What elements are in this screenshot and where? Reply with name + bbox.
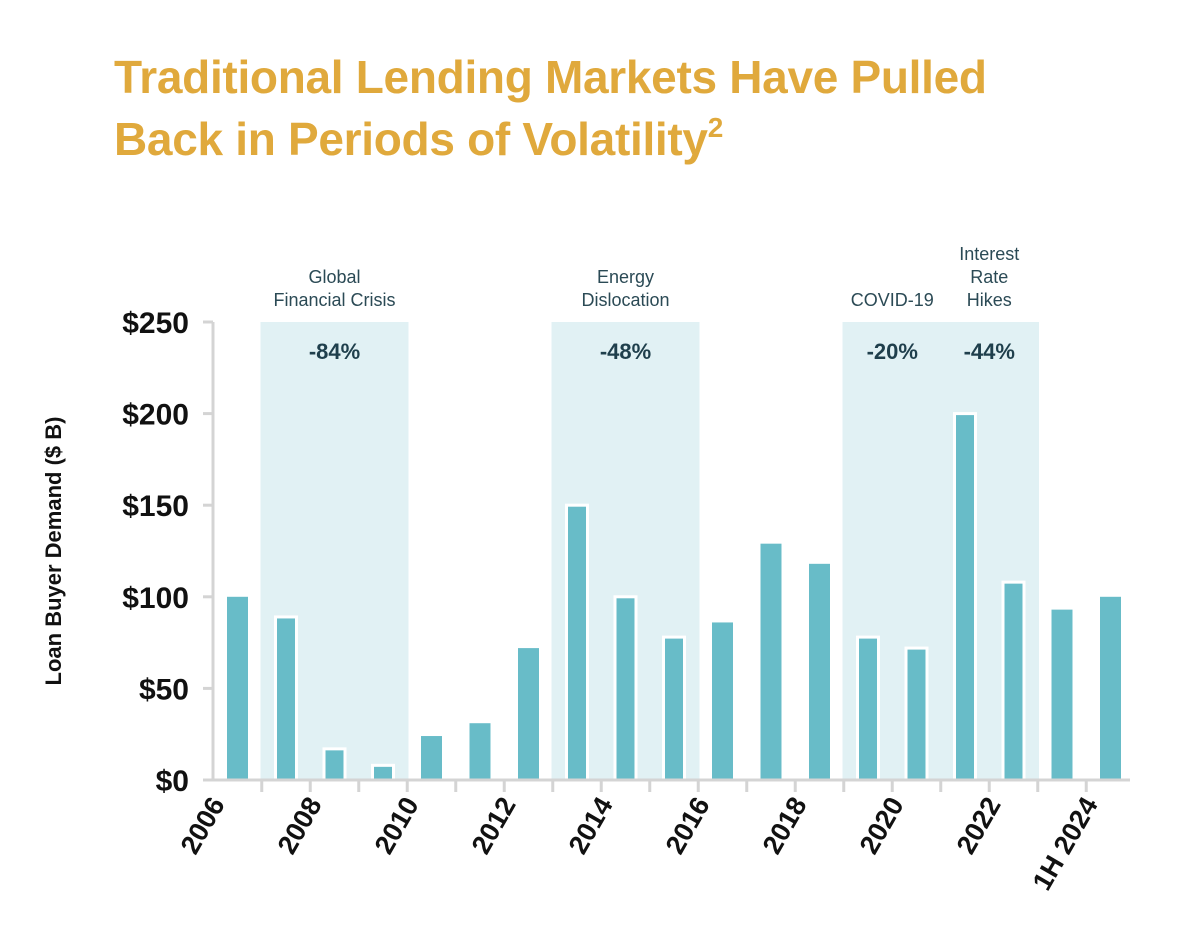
bar-2008 bbox=[322, 747, 347, 782]
x-tick-label: 2022 bbox=[951, 792, 1007, 859]
x-tick-label: 2010 bbox=[369, 792, 425, 859]
bar-2018 bbox=[809, 563, 830, 780]
x-ticks: 2006 2008 2010 2012 2014 2016 2018 2020 2022 1H 2… bbox=[175, 780, 1104, 895]
event-label: Hikes bbox=[967, 290, 1012, 310]
x-tick-label: 1H 2024 bbox=[1027, 792, 1104, 895]
event-change: -44% bbox=[964, 339, 1015, 364]
bar-1h-2024 bbox=[1100, 596, 1121, 780]
axes bbox=[211, 322, 1130, 782]
bar-2014 bbox=[613, 595, 638, 782]
x-tick-label: 2012 bbox=[466, 792, 522, 859]
title-footnote: 2 bbox=[707, 112, 724, 143]
bar-2010 bbox=[421, 736, 442, 780]
event-label: COVID-19 bbox=[851, 290, 934, 310]
bar-2015 bbox=[662, 635, 686, 782]
x-tick-label: 2014 bbox=[563, 792, 619, 859]
bar-2023 bbox=[1051, 609, 1073, 780]
event-label: Dislocation bbox=[581, 290, 669, 310]
event-label: Interest bbox=[959, 244, 1019, 264]
y-tick-label: $50 bbox=[139, 673, 189, 706]
bar-2009 bbox=[371, 763, 395, 782]
event-label: Global bbox=[308, 267, 360, 287]
y-axis-label: Loan Buyer Demand ($ B) bbox=[41, 417, 66, 686]
bar-2007 bbox=[274, 615, 298, 782]
chart-title: Traditional Lending Markets Have Pulled … bbox=[114, 46, 1114, 170]
y-tick-label: $150 bbox=[122, 490, 189, 523]
bar-2019 bbox=[856, 635, 880, 782]
event-annotations: Global Financial Crisis -84% Energy Dislocat… bbox=[273, 244, 1019, 364]
bar-2006 bbox=[227, 596, 248, 780]
event-label: Financial Crisis bbox=[273, 290, 395, 310]
bar-2017 bbox=[760, 543, 782, 780]
y-tick-label: $0 bbox=[156, 765, 189, 798]
bar-2012 bbox=[518, 648, 539, 780]
event-change: -84% bbox=[309, 339, 360, 364]
x-tick-label: 2008 bbox=[272, 792, 328, 859]
bar-2021 bbox=[953, 412, 977, 782]
bar-series bbox=[227, 412, 1121, 782]
event-change: -48% bbox=[600, 339, 651, 364]
event-label: Rate bbox=[970, 267, 1008, 287]
bar-2013 bbox=[565, 503, 589, 782]
bar-2011 bbox=[469, 723, 491, 780]
x-tick-label: 2016 bbox=[660, 792, 716, 859]
y-tick-label: $100 bbox=[122, 582, 189, 615]
y-tick-label: $250 bbox=[122, 307, 189, 340]
event-change: -20% bbox=[867, 339, 918, 364]
y-tick-label: $200 bbox=[122, 399, 189, 432]
title-line-2: Back in Periods of Volatility bbox=[114, 113, 708, 165]
bar-2022 bbox=[1001, 580, 1026, 782]
bar-2020 bbox=[904, 646, 929, 782]
x-tick-label: 2006 bbox=[175, 792, 231, 859]
title-line-1: Traditional Lending Markets Have Pulled bbox=[114, 51, 987, 103]
bar-2016 bbox=[712, 622, 733, 780]
y-ticks: $0 $50 $100 $150 $200 $250 bbox=[122, 307, 213, 798]
x-tick-label: 2020 bbox=[854, 792, 910, 859]
x-tick-label: 2018 bbox=[757, 792, 813, 859]
event-label: Energy bbox=[597, 267, 654, 287]
